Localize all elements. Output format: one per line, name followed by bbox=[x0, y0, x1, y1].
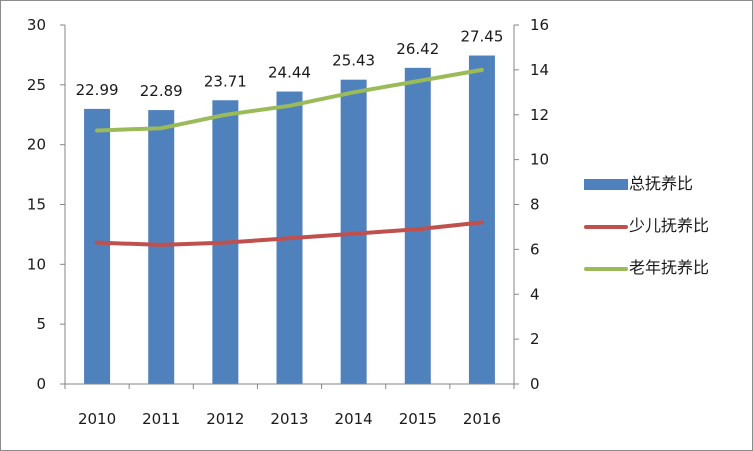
legend-label-child: 少儿抚养比 bbox=[629, 216, 710, 235]
legend-swatch-child bbox=[584, 225, 628, 229]
y-right-tick-label: 8 bbox=[530, 196, 540, 214]
data-label-2015: 26.42 bbox=[396, 40, 439, 58]
y-right-tick-label: 14 bbox=[530, 61, 549, 79]
line-series-2 bbox=[95, 67, 484, 133]
bar-2010 bbox=[84, 108, 111, 385]
y-left-tick-label: 10 bbox=[27, 255, 46, 273]
bar-2011 bbox=[148, 110, 175, 384]
bar-2015 bbox=[404, 67, 431, 384]
legend-label-elderly: 老年抚养比 bbox=[629, 258, 710, 277]
line-series-1 bbox=[95, 220, 484, 247]
x-tick-label-2011: 2011 bbox=[142, 410, 180, 428]
y-right-tick-label: 2 bbox=[530, 330, 540, 348]
x-tick-label-2015: 2015 bbox=[399, 410, 437, 428]
y-right-tick-label: 16 bbox=[530, 16, 549, 34]
y-right-tick-label: 4 bbox=[530, 285, 540, 303]
y-right-tick-label: 0 bbox=[530, 375, 540, 393]
y-right-tick-label: 12 bbox=[530, 106, 549, 124]
x-tick-label-2016: 2016 bbox=[463, 410, 501, 428]
y-left-tick-label: 25 bbox=[27, 76, 46, 94]
y-left-tick-label: 30 bbox=[27, 16, 46, 34]
data-label-2016: 27.45 bbox=[460, 28, 503, 46]
legend-label-total: 总抚养比 bbox=[629, 174, 694, 193]
data-label-2014: 25.43 bbox=[332, 52, 375, 70]
x-tick-label-2010: 2010 bbox=[78, 410, 116, 428]
x-tick-label-2014: 2014 bbox=[335, 410, 373, 428]
bar-2016 bbox=[468, 55, 495, 384]
y-left-tick-label: 0 bbox=[36, 375, 46, 393]
x-tick-label-2013: 2013 bbox=[270, 410, 308, 428]
y-left-tick-label: 20 bbox=[27, 136, 46, 154]
data-label-2012: 23.71 bbox=[204, 72, 247, 90]
y-left-tick-label: 5 bbox=[36, 315, 46, 333]
legend-swatch-total bbox=[584, 179, 628, 190]
data-label-2010: 22.99 bbox=[76, 81, 119, 99]
data-label-2013: 24.44 bbox=[268, 64, 311, 82]
legend-swatch-elderly bbox=[584, 267, 628, 271]
y-left-tick-label: 15 bbox=[27, 196, 46, 214]
y-right-tick-label: 10 bbox=[530, 151, 549, 169]
data-label-2011: 22.89 bbox=[140, 82, 183, 100]
y-right-tick-label: 6 bbox=[530, 240, 540, 258]
x-tick-label-2012: 2012 bbox=[206, 410, 244, 428]
